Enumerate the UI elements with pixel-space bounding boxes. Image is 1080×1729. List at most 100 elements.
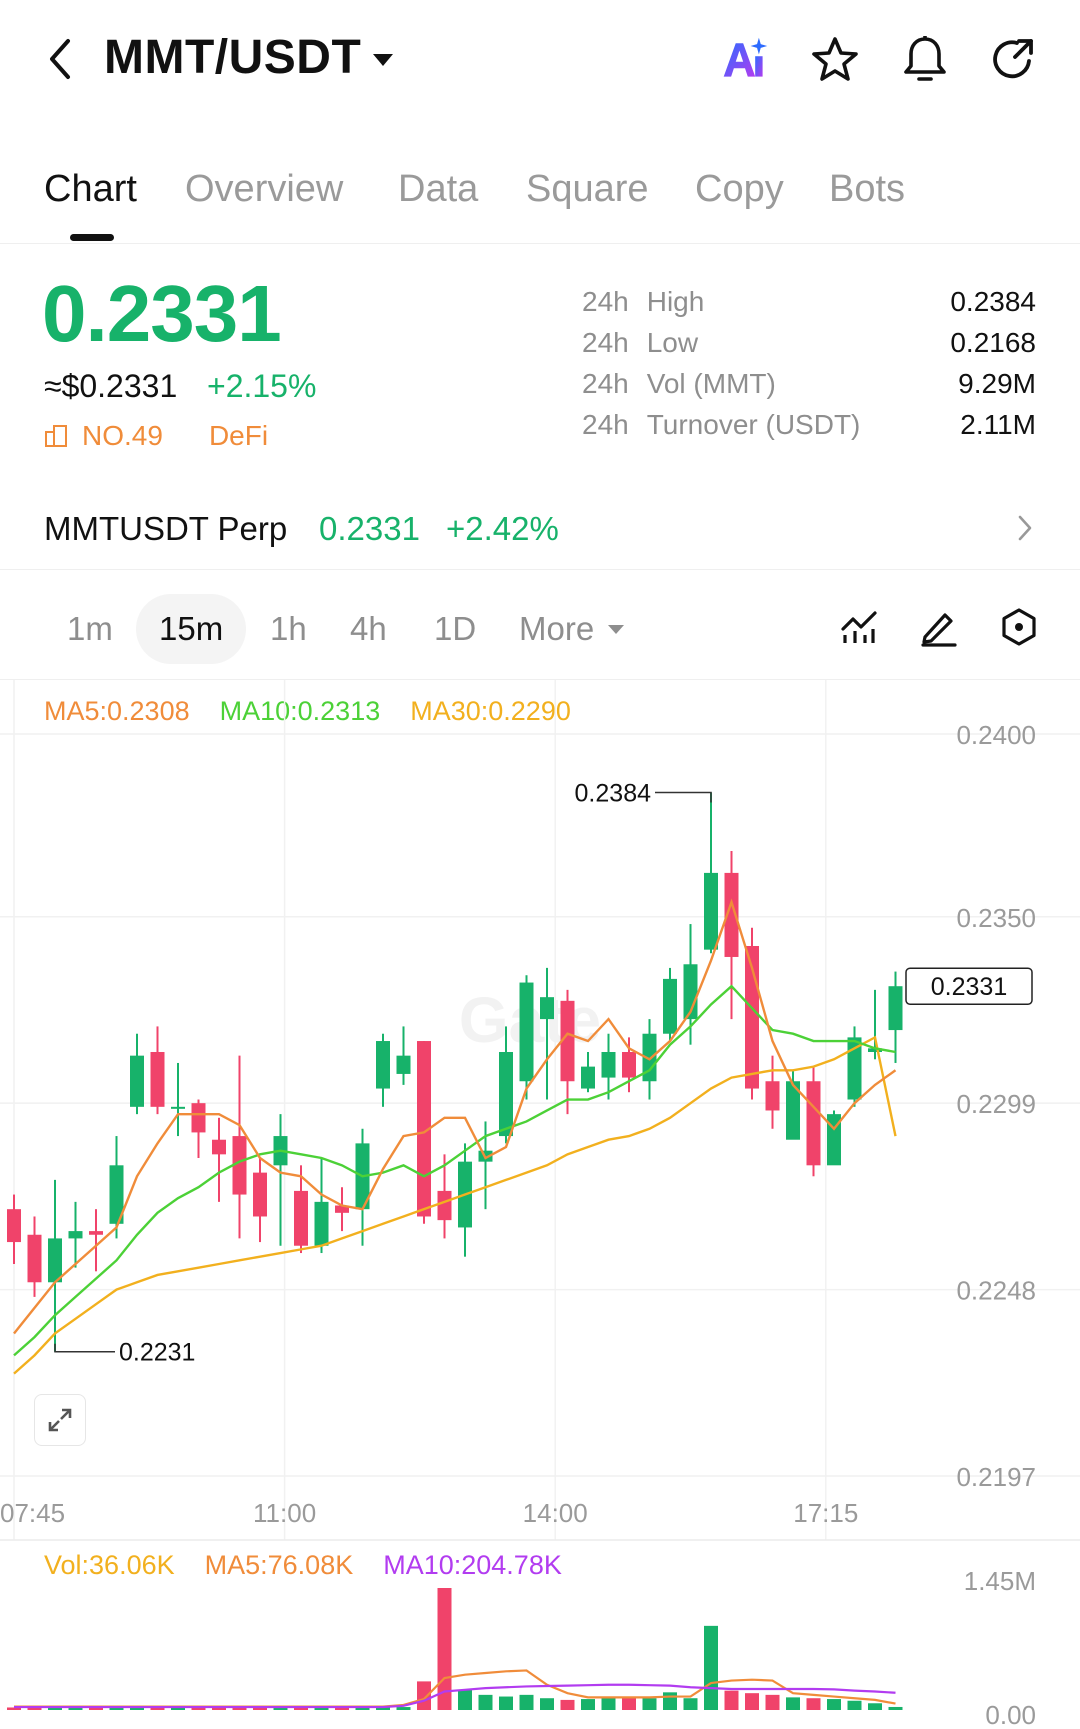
volume-bar [191,1707,206,1710]
volume-legend: Vol:36.06K MA5:76.08K MA10:204.78K [44,1550,562,1581]
share-icon [993,39,1033,79]
chart-settings-button[interactable] [994,602,1044,652]
top-bar: MMT/USDT [0,0,1080,120]
active-tab-indicator [70,234,114,241]
volume-bar [7,1707,21,1710]
alert-button[interactable] [900,34,950,84]
volume-bar [68,1707,83,1710]
timeframe-1m[interactable]: 1m [67,610,113,647]
category-tag[interactable]: DeFi [208,420,269,451]
candle-body [601,1052,616,1078]
stat-prefix: 24h [582,286,629,317]
high-marker-label: 0.2384 [575,779,652,807]
candle-body [314,1201,329,1246]
low-marker-label: 0.2231 [119,1339,195,1367]
candle-body [396,1055,411,1074]
timeframe-15m[interactable]: 15m [159,610,224,647]
volume-bar [335,1707,349,1710]
tab-square[interactable]: Square [526,168,649,210]
stat-label: Vol (MMT) [646,368,776,399]
usd-price: ≈$0.2331 [44,368,178,404]
timeframe-4h[interactable]: 4h [350,610,387,647]
candle-body [109,1165,124,1224]
stat-prefix: 24h [582,368,629,399]
volume-bar [417,1681,431,1710]
rank-label[interactable]: NO.49 [82,420,163,451]
volume-bar [868,1703,882,1710]
stat-high: 24h High 0.2384 [582,286,1036,327]
candle-body [376,1041,390,1089]
ai-icon [723,37,768,77]
tab-overview[interactable]: Overview [185,168,344,210]
volume-y-tick-label: 0.00 [985,1700,1036,1729]
volume-bar [499,1696,513,1710]
draw-icon [921,613,957,647]
volume-bar [519,1694,534,1710]
candle-body [663,978,677,1034]
timeframe-1d[interactable]: 1D [434,610,477,647]
volume-bar [232,1706,247,1710]
tab-copy[interactable]: Copy [695,168,784,210]
stat-prefix: 24h [582,327,629,358]
candle-body [437,1190,452,1221]
stat-label: High [646,286,705,317]
candlestick-chart[interactable]: Gate0.24000.23500.22990.22480.219707:451… [0,680,1080,1729]
candle-body [48,1238,62,1283]
low-marker-line [54,1343,115,1353]
volume-bar [396,1707,411,1710]
timeframe-1h[interactable]: 1h [270,610,307,647]
ma5-legend: MA5:0.2308 [44,696,190,726]
perp-name: MMTUSDT Perp [44,510,288,547]
volume-bar [663,1692,677,1710]
stat-turnover: 24h Turnover (USDT) 2.11M [582,409,1036,450]
candle-body [499,1052,513,1137]
volume-bar [89,1707,103,1710]
fullscreen-button[interactable] [34,1394,86,1446]
volume-bar [212,1707,226,1710]
candle-body [581,1066,595,1089]
stat-value: 0.2168 [950,327,1036,358]
volume-bar [130,1706,144,1710]
stat-label: Turnover (USDT) [646,409,861,440]
caret-down-icon [373,53,394,66]
candle-body [212,1139,226,1155]
volume-bar [540,1698,554,1710]
volume-bar [314,1707,329,1710]
volume-bar [253,1707,267,1710]
candle-body [253,1172,267,1217]
indicator-icon [841,611,877,643]
favorite-button[interactable] [810,34,860,84]
timeframe-more[interactable]: More [519,610,625,648]
volume-bar [847,1700,862,1710]
pair-selector[interactable]: MMT/USDT [104,30,394,85]
ma30-legend: MA30:0.2290 [410,696,571,726]
volume-legend-value: Vol:36.06K [44,1550,175,1580]
draw-button[interactable] [914,602,964,652]
candle-body [868,1048,882,1052]
volume-bar [622,1697,636,1710]
candle-body [232,1136,247,1195]
tab-bots[interactable]: Bots [829,168,906,210]
caret-down-icon [608,624,625,634]
tab-data[interactable]: Data [398,168,479,210]
stat-volume: 24h Vol (MMT) 9.29M [582,368,1036,409]
volume-bar [745,1693,759,1710]
main-tabs: Chart Overview Data Square Copy Bots [0,160,1080,244]
stat-value: 0.2384 [950,286,1036,317]
candle-body [171,1106,185,1109]
ai-button[interactable] [720,34,770,84]
candle-body [519,982,534,1082]
volume-bar [150,1707,165,1710]
x-tick-label: 07:45 [0,1498,65,1528]
chevron-right-icon [1012,508,1038,548]
volume-ma10-line [14,1683,896,1709]
indicator-button[interactable] [834,602,884,652]
back-button[interactable] [40,34,80,84]
tab-chart[interactable]: Chart [44,168,137,210]
perp-link-row[interactable]: MMTUSDT Perp 0.2331 +2.42% [0,488,1080,570]
star-icon [812,37,858,81]
volume-bar [786,1697,800,1710]
share-button[interactable] [988,34,1038,84]
volume-bar [765,1694,780,1710]
candle-body [150,1052,165,1107]
